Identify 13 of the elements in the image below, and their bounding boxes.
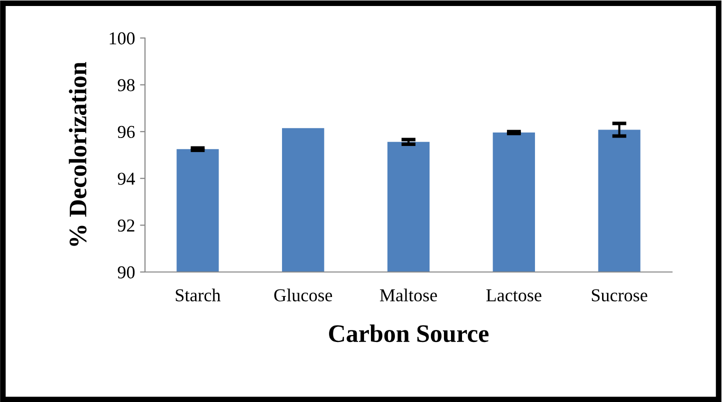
y-tick-label: 90 bbox=[118, 266, 135, 278]
x-tick-label: Glucose bbox=[274, 288, 332, 302]
y-tick-label: 92 bbox=[118, 220, 134, 232]
x-tick-label: Sucrose bbox=[592, 289, 648, 302]
x-tick-label: Starch bbox=[176, 288, 221, 302]
x-axis-title: Carbon Source bbox=[329, 324, 489, 342]
y-axis-title: % Decolorization bbox=[68, 62, 87, 246]
y-tick-label: 98 bbox=[118, 79, 135, 92]
y-tick-label: 94 bbox=[118, 172, 135, 185]
x-tick-label: Lactose bbox=[486, 289, 542, 302]
y-tick-label: 96 bbox=[118, 126, 135, 138]
y-tick-label: 100 bbox=[110, 32, 135, 44]
x-tick-label: Maltose bbox=[380, 288, 437, 302]
